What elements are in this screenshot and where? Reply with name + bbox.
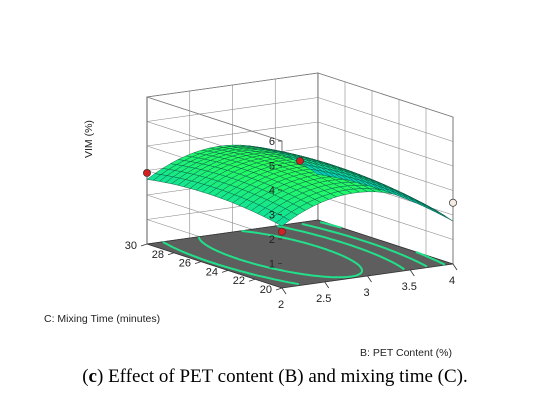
z-gridline bbox=[146, 121, 454, 167]
figure-caption: (c) Effect of PET content (B) and mixing… bbox=[0, 366, 550, 388]
surface-cell bbox=[146, 173, 162, 181]
response-surface bbox=[146, 144, 454, 227]
y-tick-mark bbox=[248, 278, 256, 282]
z-tick-label: 3 bbox=[269, 210, 275, 222]
caption-close: ) bbox=[96, 366, 104, 387]
x-tick-label: 4 bbox=[449, 275, 455, 287]
z-tick-label: 6 bbox=[269, 136, 275, 148]
z-axis-label: VIM (%) bbox=[83, 120, 95, 158]
y-tick-label: 30 bbox=[125, 240, 137, 252]
x-tick-mark bbox=[452, 263, 458, 271]
y-axis-ticks: 20 22 24 26 28 30 bbox=[125, 240, 283, 296]
caption-text: Effect of PET content (B) and mixing tim… bbox=[103, 366, 468, 387]
x-tick-mark bbox=[367, 275, 372, 283]
x-tick-mark bbox=[324, 281, 330, 289]
y-tick-label: 26 bbox=[179, 258, 191, 270]
y-tick-mark bbox=[167, 252, 175, 256]
design-point bbox=[143, 168, 151, 177]
contour-line bbox=[301, 222, 428, 268]
y-tick-label: 28 bbox=[152, 249, 164, 261]
x-tick-label: 3 bbox=[363, 287, 369, 299]
floor-contours bbox=[162, 221, 446, 286]
caption-letter: c bbox=[88, 366, 97, 387]
z-gridline-left bbox=[146, 96, 283, 142]
y-tick-label: 20 bbox=[260, 284, 272, 296]
x-tick-label: 2.5 bbox=[316, 293, 331, 305]
z-tick-label: 2 bbox=[269, 234, 275, 246]
z-tick-label: 1 bbox=[269, 259, 275, 271]
back-walls bbox=[146, 72, 454, 289]
contour-line bbox=[197, 230, 363, 279]
contour-line bbox=[162, 224, 405, 286]
x-tick-mark bbox=[409, 269, 415, 277]
design-points bbox=[143, 156, 457, 236]
x-axis-label: B: PET Content (%) bbox=[360, 347, 452, 359]
x-axis-ticks: 2 2.5 3 3.5 4 bbox=[278, 263, 458, 311]
y-tick-mark bbox=[140, 243, 148, 247]
surface-plot: 2 2.5 3 3.5 4 20 22 24 26 28 30 1 2 3 4 5 6 B: PET Con… bbox=[44, 72, 458, 359]
z-axis-ticks: 1 2 3 4 5 6 bbox=[269, 136, 282, 271]
z-gridline bbox=[146, 97, 454, 142]
z-tick-label: 5 bbox=[269, 161, 275, 173]
caption-open: ( bbox=[82, 366, 89, 387]
design-point bbox=[278, 227, 286, 236]
z-gridline bbox=[146, 72, 454, 118]
y-tick-mark bbox=[275, 287, 283, 291]
y-tick-mark bbox=[221, 270, 229, 273]
y-tick-label: 22 bbox=[233, 275, 245, 287]
contour-line bbox=[319, 221, 446, 266]
z-tick-label: 4 bbox=[269, 185, 275, 197]
design-point bbox=[449, 198, 457, 207]
y-tick-mark bbox=[194, 261, 202, 264]
x-tick-label: 3.5 bbox=[402, 281, 417, 293]
floor-plane bbox=[146, 219, 454, 289]
x-tick-label: 2 bbox=[278, 299, 284, 311]
design-point bbox=[296, 156, 304, 165]
x-tick-mark bbox=[281, 287, 287, 295]
y-tick-label: 24 bbox=[206, 266, 218, 278]
floor-fill bbox=[146, 219, 454, 289]
y-axis-label: C: Mixing Time (minutes) bbox=[44, 313, 160, 325]
